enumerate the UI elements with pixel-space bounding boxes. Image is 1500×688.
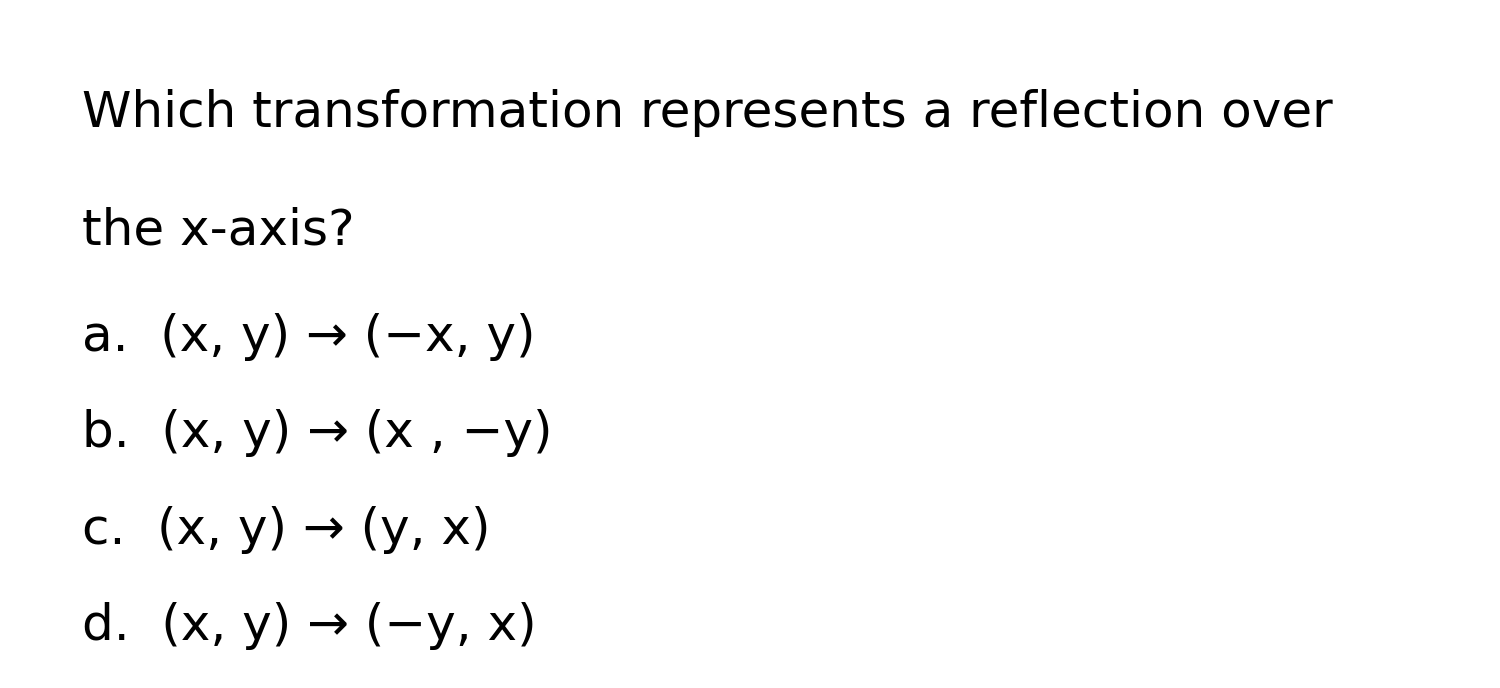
Text: the x-axis?: the x-axis? <box>82 206 356 255</box>
Text: b.  (x, y) → (x , −y): b. (x, y) → (x , −y) <box>82 409 554 458</box>
Text: a.  (x, y) → (−x, y): a. (x, y) → (−x, y) <box>82 313 536 361</box>
Text: c.  (x, y) → (y, x): c. (x, y) → (y, x) <box>82 506 491 554</box>
Text: Which transformation represents a reflection over: Which transformation represents a reflec… <box>82 89 1334 138</box>
Text: d.  (x, y) → (−y, x): d. (x, y) → (−y, x) <box>82 602 537 650</box>
